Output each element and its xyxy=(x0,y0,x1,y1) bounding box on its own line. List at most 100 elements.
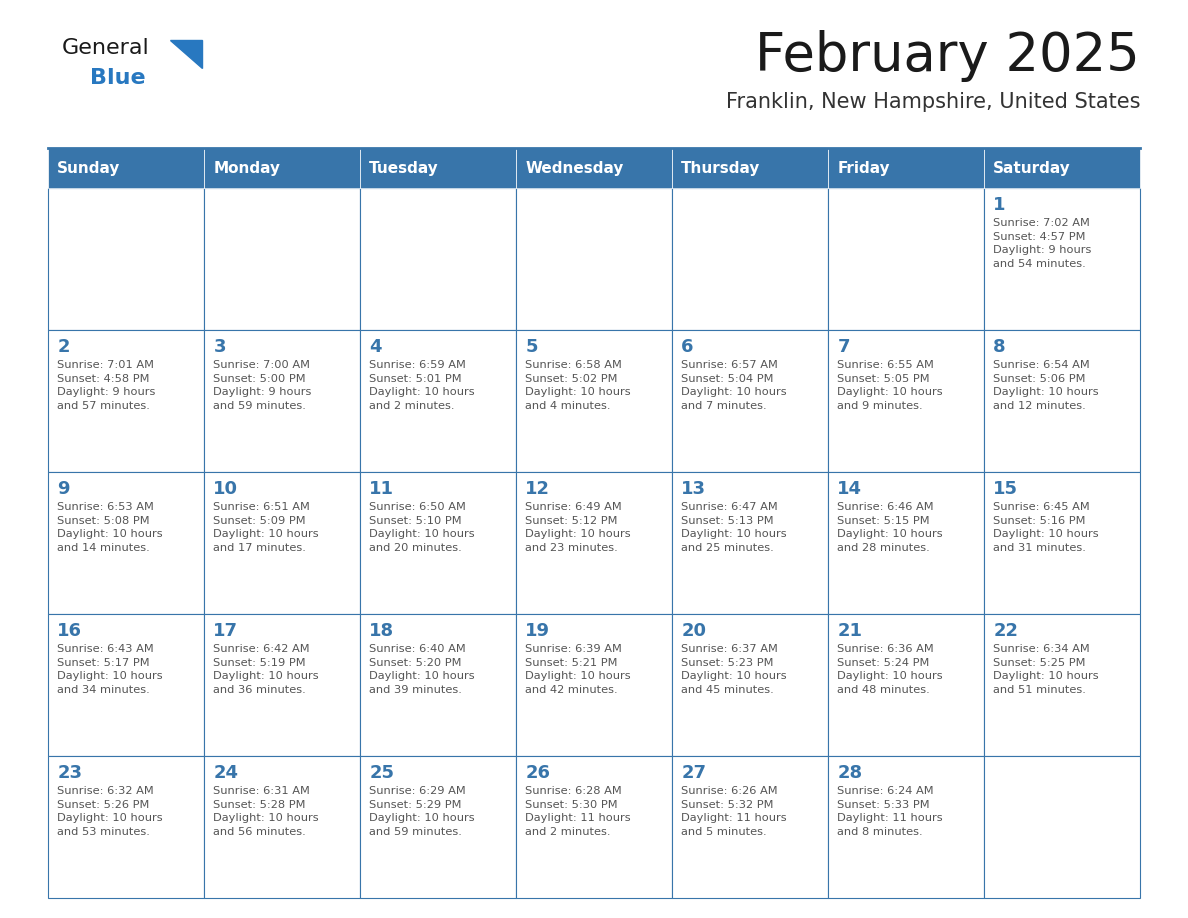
Text: 16: 16 xyxy=(57,622,82,640)
Text: 9: 9 xyxy=(57,480,70,498)
Text: 8: 8 xyxy=(993,338,1006,356)
Text: 28: 28 xyxy=(838,764,862,782)
Text: 17: 17 xyxy=(214,622,239,640)
Text: Thursday: Thursday xyxy=(682,161,760,175)
Bar xyxy=(984,330,1140,472)
Bar xyxy=(516,614,672,756)
Text: Franklin, New Hampshire, United States: Franklin, New Hampshire, United States xyxy=(726,92,1140,112)
Text: Sunrise: 6:51 AM
Sunset: 5:09 PM
Daylight: 10 hours
and 17 minutes.: Sunrise: 6:51 AM Sunset: 5:09 PM Dayligh… xyxy=(214,502,320,553)
Bar xyxy=(516,330,672,472)
Text: 4: 4 xyxy=(369,338,381,356)
Text: Wednesday: Wednesday xyxy=(525,161,624,175)
Text: Sunday: Sunday xyxy=(57,161,121,175)
Text: Saturday: Saturday xyxy=(993,161,1072,175)
Text: 12: 12 xyxy=(525,480,550,498)
Text: 23: 23 xyxy=(57,764,82,782)
Bar xyxy=(516,472,672,614)
Text: Sunrise: 6:34 AM
Sunset: 5:25 PM
Daylight: 10 hours
and 51 minutes.: Sunrise: 6:34 AM Sunset: 5:25 PM Dayligh… xyxy=(993,644,1099,695)
Text: 27: 27 xyxy=(682,764,707,782)
Bar xyxy=(828,188,984,330)
Text: 22: 22 xyxy=(993,622,1018,640)
Bar xyxy=(360,614,516,756)
Text: General: General xyxy=(62,38,150,58)
Text: Sunrise: 6:42 AM
Sunset: 5:19 PM
Daylight: 10 hours
and 36 minutes.: Sunrise: 6:42 AM Sunset: 5:19 PM Dayligh… xyxy=(214,644,320,695)
Text: February 2025: February 2025 xyxy=(756,30,1140,82)
Text: Sunrise: 6:58 AM
Sunset: 5:02 PM
Daylight: 10 hours
and 4 minutes.: Sunrise: 6:58 AM Sunset: 5:02 PM Dayligh… xyxy=(525,360,631,410)
Bar xyxy=(672,614,828,756)
Text: Sunrise: 6:50 AM
Sunset: 5:10 PM
Daylight: 10 hours
and 20 minutes.: Sunrise: 6:50 AM Sunset: 5:10 PM Dayligh… xyxy=(369,502,475,553)
Text: Sunrise: 6:39 AM
Sunset: 5:21 PM
Daylight: 10 hours
and 42 minutes.: Sunrise: 6:39 AM Sunset: 5:21 PM Dayligh… xyxy=(525,644,631,695)
Bar xyxy=(204,148,360,188)
Text: 3: 3 xyxy=(214,338,226,356)
Bar xyxy=(360,756,516,898)
Text: Friday: Friday xyxy=(838,161,890,175)
Text: Sunrise: 6:29 AM
Sunset: 5:29 PM
Daylight: 10 hours
and 59 minutes.: Sunrise: 6:29 AM Sunset: 5:29 PM Dayligh… xyxy=(369,786,475,837)
Text: Sunrise: 6:37 AM
Sunset: 5:23 PM
Daylight: 10 hours
and 45 minutes.: Sunrise: 6:37 AM Sunset: 5:23 PM Dayligh… xyxy=(682,644,786,695)
Text: 7: 7 xyxy=(838,338,849,356)
Text: Sunrise: 6:24 AM
Sunset: 5:33 PM
Daylight: 11 hours
and 8 minutes.: Sunrise: 6:24 AM Sunset: 5:33 PM Dayligh… xyxy=(838,786,943,837)
Text: Sunrise: 7:00 AM
Sunset: 5:00 PM
Daylight: 9 hours
and 59 minutes.: Sunrise: 7:00 AM Sunset: 5:00 PM Dayligh… xyxy=(214,360,311,410)
Bar xyxy=(984,756,1140,898)
Bar xyxy=(360,330,516,472)
Text: 24: 24 xyxy=(214,764,239,782)
Text: 26: 26 xyxy=(525,764,550,782)
Bar xyxy=(204,472,360,614)
Bar xyxy=(48,756,204,898)
Text: Sunrise: 6:53 AM
Sunset: 5:08 PM
Daylight: 10 hours
and 14 minutes.: Sunrise: 6:53 AM Sunset: 5:08 PM Dayligh… xyxy=(57,502,163,553)
Text: Sunrise: 6:28 AM
Sunset: 5:30 PM
Daylight: 11 hours
and 2 minutes.: Sunrise: 6:28 AM Sunset: 5:30 PM Dayligh… xyxy=(525,786,631,837)
Text: 11: 11 xyxy=(369,480,394,498)
Text: Sunrise: 6:54 AM
Sunset: 5:06 PM
Daylight: 10 hours
and 12 minutes.: Sunrise: 6:54 AM Sunset: 5:06 PM Dayligh… xyxy=(993,360,1099,410)
Text: Sunrise: 7:01 AM
Sunset: 4:58 PM
Daylight: 9 hours
and 57 minutes.: Sunrise: 7:01 AM Sunset: 4:58 PM Dayligh… xyxy=(57,360,156,410)
Text: Sunrise: 6:36 AM
Sunset: 5:24 PM
Daylight: 10 hours
and 48 minutes.: Sunrise: 6:36 AM Sunset: 5:24 PM Dayligh… xyxy=(838,644,943,695)
Text: 10: 10 xyxy=(214,480,239,498)
Bar xyxy=(828,330,984,472)
Text: 20: 20 xyxy=(682,622,707,640)
Text: Sunrise: 6:46 AM
Sunset: 5:15 PM
Daylight: 10 hours
and 28 minutes.: Sunrise: 6:46 AM Sunset: 5:15 PM Dayligh… xyxy=(838,502,943,553)
Bar xyxy=(828,614,984,756)
Text: 2: 2 xyxy=(57,338,70,356)
Bar xyxy=(828,472,984,614)
Bar xyxy=(48,148,204,188)
Text: Sunrise: 6:57 AM
Sunset: 5:04 PM
Daylight: 10 hours
and 7 minutes.: Sunrise: 6:57 AM Sunset: 5:04 PM Dayligh… xyxy=(682,360,786,410)
Bar xyxy=(516,148,672,188)
Bar xyxy=(984,472,1140,614)
Text: 13: 13 xyxy=(682,480,707,498)
Text: Sunrise: 6:49 AM
Sunset: 5:12 PM
Daylight: 10 hours
and 23 minutes.: Sunrise: 6:49 AM Sunset: 5:12 PM Dayligh… xyxy=(525,502,631,553)
Text: 18: 18 xyxy=(369,622,394,640)
Bar xyxy=(984,188,1140,330)
Bar xyxy=(984,148,1140,188)
Text: Sunrise: 6:45 AM
Sunset: 5:16 PM
Daylight: 10 hours
and 31 minutes.: Sunrise: 6:45 AM Sunset: 5:16 PM Dayligh… xyxy=(993,502,1099,553)
Text: Sunrise: 6:31 AM
Sunset: 5:28 PM
Daylight: 10 hours
and 56 minutes.: Sunrise: 6:31 AM Sunset: 5:28 PM Dayligh… xyxy=(214,786,320,837)
Text: Sunrise: 6:43 AM
Sunset: 5:17 PM
Daylight: 10 hours
and 34 minutes.: Sunrise: 6:43 AM Sunset: 5:17 PM Dayligh… xyxy=(57,644,163,695)
Bar xyxy=(48,614,204,756)
Text: Monday: Monday xyxy=(214,161,280,175)
Bar xyxy=(516,756,672,898)
Bar xyxy=(48,330,204,472)
Text: Sunrise: 6:32 AM
Sunset: 5:26 PM
Daylight: 10 hours
and 53 minutes.: Sunrise: 6:32 AM Sunset: 5:26 PM Dayligh… xyxy=(57,786,163,837)
Bar xyxy=(48,188,204,330)
Bar xyxy=(360,472,516,614)
Text: 15: 15 xyxy=(993,480,1018,498)
Bar xyxy=(672,472,828,614)
Bar xyxy=(360,148,516,188)
Text: Blue: Blue xyxy=(90,68,146,88)
Text: 25: 25 xyxy=(369,764,394,782)
Text: Sunrise: 6:40 AM
Sunset: 5:20 PM
Daylight: 10 hours
and 39 minutes.: Sunrise: 6:40 AM Sunset: 5:20 PM Dayligh… xyxy=(369,644,475,695)
Bar xyxy=(828,148,984,188)
Bar xyxy=(48,472,204,614)
Text: 19: 19 xyxy=(525,622,550,640)
Bar xyxy=(672,756,828,898)
Bar xyxy=(204,330,360,472)
Bar xyxy=(828,756,984,898)
Bar xyxy=(204,614,360,756)
Text: 5: 5 xyxy=(525,338,538,356)
Bar xyxy=(672,148,828,188)
Polygon shape xyxy=(170,40,202,68)
Text: 6: 6 xyxy=(682,338,694,356)
Text: 21: 21 xyxy=(838,622,862,640)
Text: 14: 14 xyxy=(838,480,862,498)
Bar xyxy=(984,614,1140,756)
Text: Sunrise: 6:47 AM
Sunset: 5:13 PM
Daylight: 10 hours
and 25 minutes.: Sunrise: 6:47 AM Sunset: 5:13 PM Dayligh… xyxy=(682,502,786,553)
Bar xyxy=(360,188,516,330)
Text: Sunrise: 6:59 AM
Sunset: 5:01 PM
Daylight: 10 hours
and 2 minutes.: Sunrise: 6:59 AM Sunset: 5:01 PM Dayligh… xyxy=(369,360,475,410)
